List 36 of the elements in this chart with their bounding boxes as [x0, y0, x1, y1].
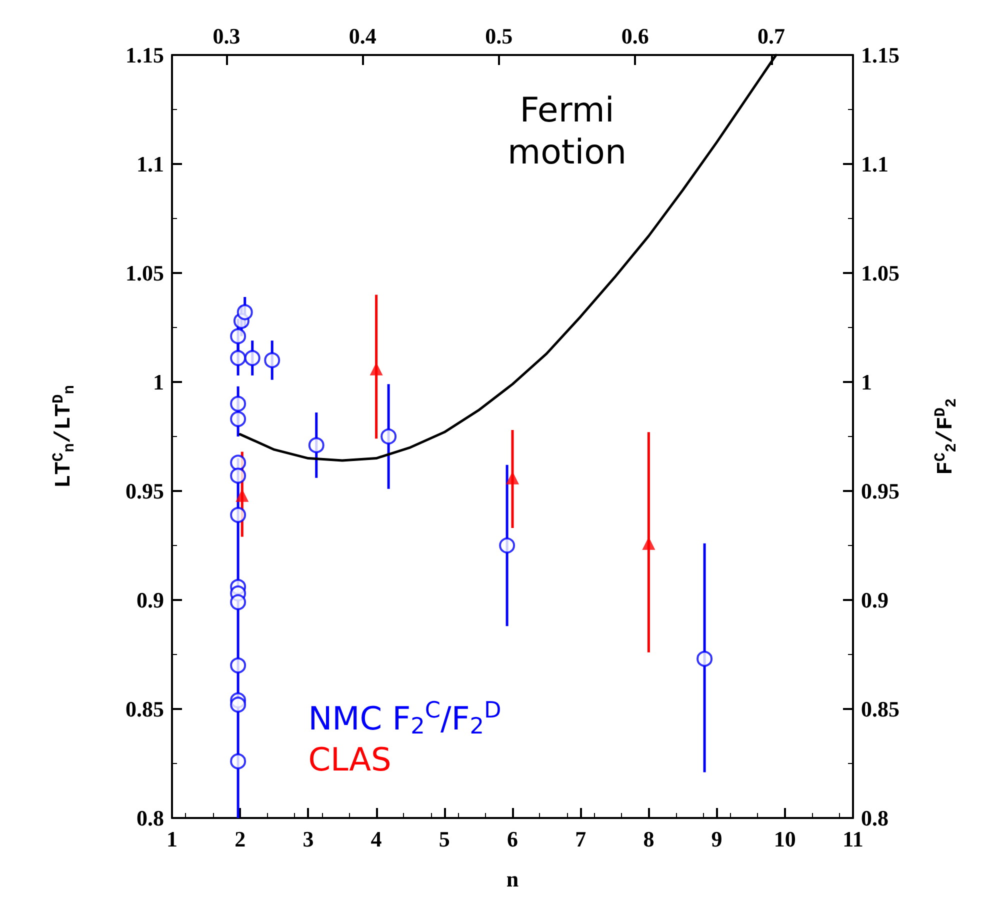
y2-tick-label: 1 — [861, 370, 872, 394]
y-axis-title: LTCn/LTDn — [50, 385, 78, 488]
y-tick-label: 0.85 — [126, 696, 164, 722]
text: CLAS — [308, 740, 392, 778]
y-tick-label: 0.8 — [136, 806, 164, 830]
y2-tick-label: 1.1 — [861, 152, 888, 176]
x-tick-label: 9 — [711, 826, 722, 852]
x2-tick-label: 0.5 — [485, 24, 513, 48]
y-tick-label: 0.95 — [126, 478, 164, 504]
x-tick-label: 5 — [438, 826, 450, 852]
x2-tick-label: 0.4 — [348, 24, 376, 48]
y2-tick-label: 1.15 — [861, 42, 900, 68]
y-tick-label: 1.05 — [126, 260, 164, 286]
annotation: Fermi motion — [507, 90, 627, 172]
y-tick-label: 0.9 — [136, 588, 164, 612]
y2-tick-label: 0.9 — [861, 588, 888, 612]
y2-tick-label: 0.85 — [861, 696, 900, 722]
x-tick-label: 4 — [370, 826, 382, 852]
y2-axis-title: FC2/FD2 — [932, 398, 960, 475]
y2-tick-label: 0.95 — [861, 478, 900, 504]
x2-tick-label: 0.7 — [758, 24, 786, 48]
y-tick-label: 1.15 — [126, 42, 164, 68]
x2-tick-label: 0.6 — [621, 24, 649, 48]
x-axis-title: n — [506, 866, 519, 892]
x-tick-label: 11 — [842, 826, 864, 852]
x-tick-label: 8 — [643, 826, 654, 852]
x-tick-label: 3 — [302, 826, 314, 852]
x-tick-label: 2 — [234, 826, 246, 852]
x-tick-label: 7 — [575, 826, 586, 852]
x-tick-label: 6 — [507, 826, 518, 852]
y2-tick-label: 1.05 — [861, 260, 900, 286]
y2-tick-label: 0.8 — [861, 806, 888, 830]
x-tick-label: 10 — [774, 826, 796, 852]
x2-tick-label: 0.3 — [212, 24, 240, 48]
y-tick-label: 1 — [153, 370, 164, 394]
y-tick-label: 1.1 — [136, 152, 164, 176]
